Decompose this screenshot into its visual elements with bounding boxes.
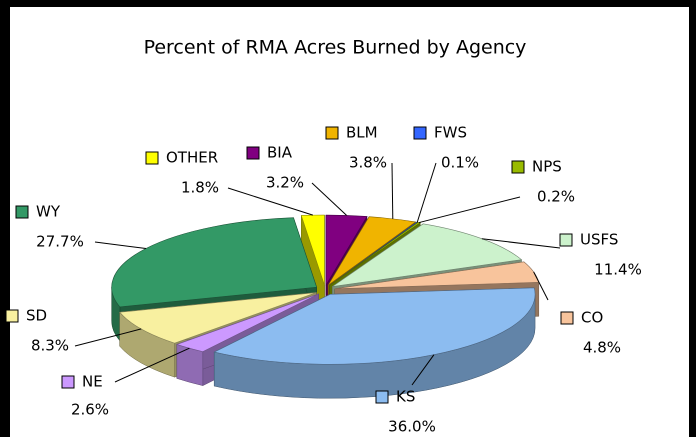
category-label: FWS — [434, 124, 467, 142]
value-label: 3.8% — [349, 154, 387, 172]
value-label: 11.4% — [594, 261, 642, 279]
category-label: NPS — [532, 158, 562, 176]
legend-swatch — [61, 375, 75, 389]
legend-swatch — [559, 233, 573, 247]
slice-top — [119, 292, 317, 344]
category-label: SD — [26, 307, 47, 325]
value-label: 0.1% — [441, 154, 479, 172]
frame-right — [689, 0, 696, 437]
legend-swatch — [560, 311, 574, 325]
leader-line — [311, 182, 347, 216]
value-label: 1.8% — [181, 179, 219, 197]
legend-swatch — [325, 126, 339, 140]
legend-swatch — [511, 160, 525, 174]
slice-top — [327, 216, 417, 286]
frame-top — [0, 0, 696, 7]
legend-swatch — [246, 146, 260, 160]
leader-line — [391, 162, 394, 219]
category-label: BLM — [346, 124, 378, 142]
value-label: 2.6% — [71, 401, 109, 419]
category-label: NE — [82, 373, 103, 391]
category-label: BIA — [267, 144, 293, 162]
legend-swatch — [5, 309, 19, 323]
leader-line — [94, 241, 146, 249]
legend-swatch — [375, 390, 389, 404]
slice — [213, 287, 536, 399]
slice-top — [325, 214, 368, 287]
leader-line — [418, 196, 521, 224]
category-label: KS — [396, 388, 415, 406]
legend-swatch — [145, 151, 159, 165]
value-label: 36.0% — [388, 418, 436, 436]
category-label: CO — [581, 309, 603, 327]
value-label: 27.7% — [36, 233, 84, 251]
leader-line — [411, 354, 435, 386]
legend-swatch — [413, 126, 427, 140]
slice-top — [332, 223, 523, 287]
leader-line — [481, 238, 561, 249]
category-label: USFS — [580, 231, 618, 249]
labels: BIA 3.2% BLM 3.8% FWS 0.1% NPS 0.2% USFS 11.4% CO 4… — [5, 124, 642, 436]
value-label: 0.2% — [537, 188, 575, 206]
leader-line — [416, 162, 437, 223]
frame-left — [0, 0, 10, 437]
category-label: OTHER — [166, 149, 218, 167]
leader-line — [74, 328, 142, 347]
legend-swatch — [15, 205, 29, 219]
leader-line — [533, 271, 549, 301]
leader-line — [227, 187, 313, 216]
category-label: WY — [36, 203, 61, 221]
value-label: 4.8% — [583, 339, 621, 357]
value-label: 3.2% — [266, 174, 304, 192]
chart-title: Percent of RMA Acres Burned by Agency — [144, 37, 527, 59]
value-label: 8.3% — [31, 337, 69, 355]
leader-line — [114, 347, 190, 383]
pie — [111, 214, 540, 399]
